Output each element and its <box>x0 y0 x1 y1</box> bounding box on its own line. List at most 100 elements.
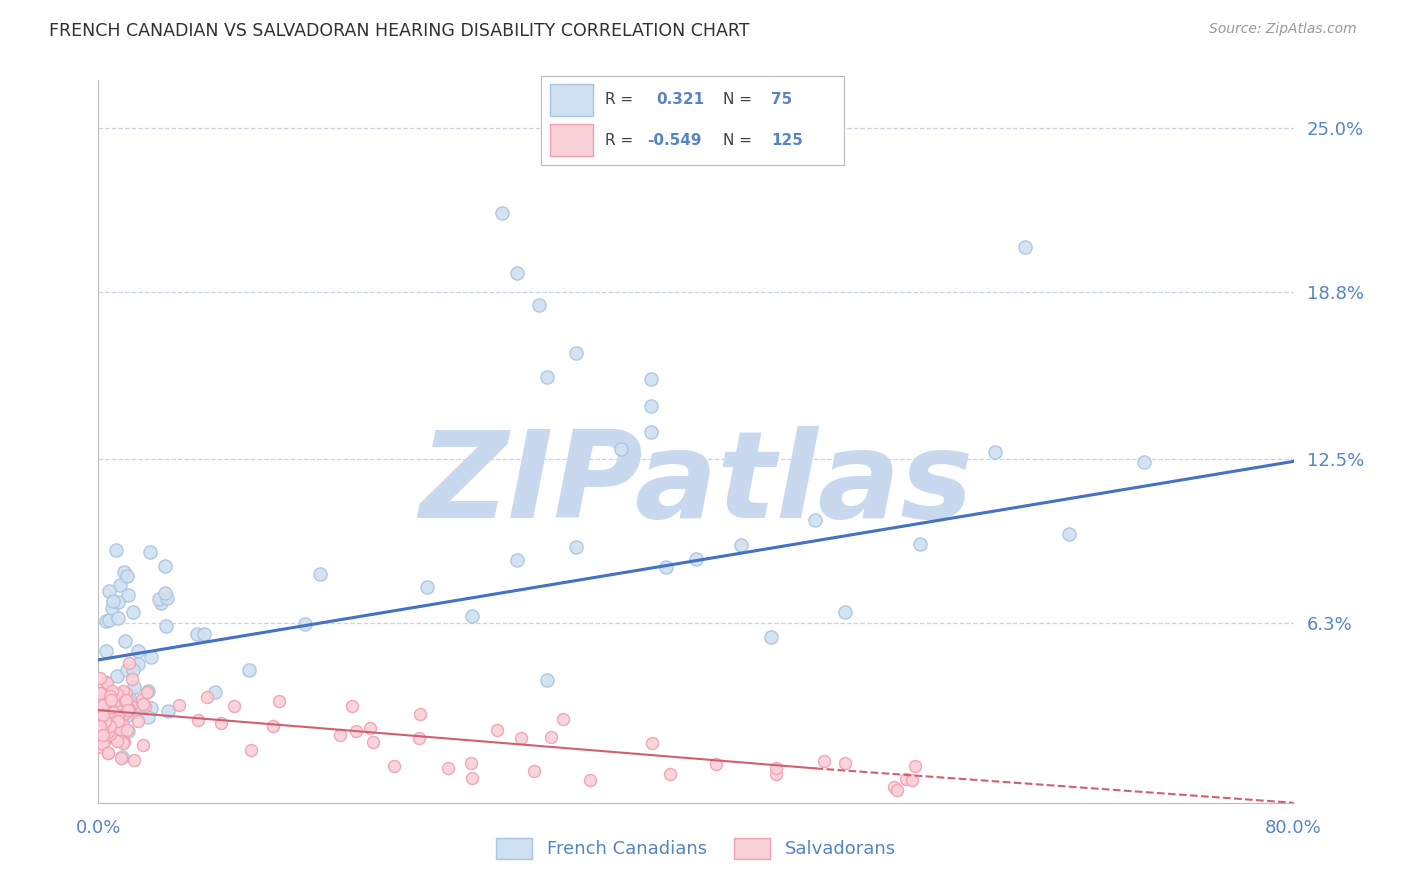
Point <box>103 705 125 719</box>
Point <box>108 722 131 736</box>
Point <box>132 698 155 712</box>
Point <box>89 686 111 700</box>
Point <box>204 685 226 699</box>
Point <box>135 685 157 699</box>
Point <box>309 566 332 581</box>
Text: 0.321: 0.321 <box>657 93 704 107</box>
Point <box>149 596 172 610</box>
Point <box>117 663 139 677</box>
Text: R =: R = <box>605 93 633 107</box>
Point <box>139 701 162 715</box>
Point <box>105 733 128 747</box>
Point <box>222 698 245 713</box>
Point <box>117 684 139 698</box>
Point <box>834 756 856 770</box>
Point <box>98 719 121 733</box>
Text: R =: R = <box>605 133 633 147</box>
Point <box>155 586 177 600</box>
Point <box>89 686 111 700</box>
Point <box>129 695 152 709</box>
Point <box>108 686 131 700</box>
Point <box>195 690 218 705</box>
Point <box>94 644 117 658</box>
Point <box>730 538 752 552</box>
Point <box>103 731 125 746</box>
Point <box>103 714 125 729</box>
Text: 125: 125 <box>770 133 803 147</box>
Point <box>765 761 787 775</box>
Point <box>704 756 727 771</box>
Point <box>90 706 112 721</box>
Point <box>89 689 111 703</box>
Point <box>97 687 120 701</box>
Point <box>97 709 120 723</box>
Point <box>94 695 117 709</box>
Point <box>94 674 117 689</box>
Point <box>111 718 134 732</box>
Point <box>641 736 664 750</box>
Point <box>461 608 484 623</box>
Point <box>804 514 827 528</box>
Point <box>122 680 145 694</box>
Point <box>107 595 129 609</box>
Point <box>90 687 112 701</box>
Point <box>187 713 209 727</box>
Point <box>460 756 482 770</box>
Point <box>117 588 139 602</box>
Point <box>186 627 208 641</box>
Point <box>90 702 112 716</box>
Point <box>97 747 120 761</box>
Point <box>122 663 145 677</box>
Point <box>107 690 129 705</box>
Point <box>124 705 146 719</box>
Point <box>90 705 112 719</box>
Point <box>91 728 114 742</box>
Point <box>169 698 191 712</box>
Point <box>89 710 111 724</box>
Point <box>91 723 114 737</box>
Point <box>382 759 405 773</box>
Point <box>294 617 316 632</box>
Point <box>91 731 114 745</box>
Point <box>90 740 112 755</box>
Point <box>89 719 111 733</box>
Point <box>1133 455 1156 469</box>
FancyBboxPatch shape <box>550 84 593 116</box>
Point <box>127 644 149 658</box>
Point <box>509 731 531 745</box>
Point <box>139 650 162 665</box>
Point <box>117 701 139 715</box>
Point <box>101 716 124 731</box>
Point <box>134 698 156 713</box>
Point <box>90 728 112 742</box>
Point <box>408 731 430 745</box>
Point <box>89 731 111 745</box>
Point <box>883 780 905 794</box>
Point <box>100 693 122 707</box>
Point <box>96 704 118 718</box>
Point <box>155 619 177 633</box>
Point <box>97 725 120 739</box>
FancyBboxPatch shape <box>550 124 593 156</box>
Text: -0.549: -0.549 <box>647 133 702 147</box>
Point <box>89 690 111 704</box>
Point <box>136 684 159 698</box>
Point <box>579 773 602 788</box>
Point <box>103 594 125 608</box>
Point <box>107 686 129 700</box>
Point <box>94 714 117 728</box>
Point <box>118 656 141 670</box>
Point <box>117 700 139 714</box>
Text: ZIPatlas: ZIPatlas <box>419 426 973 543</box>
Point <box>97 746 120 760</box>
Point <box>114 633 136 648</box>
Point <box>105 543 128 558</box>
Point <box>1014 240 1036 254</box>
Point <box>361 734 384 748</box>
Point <box>91 738 114 752</box>
Legend: French Canadians, Salvadorans: French Canadians, Salvadorans <box>489 830 903 866</box>
Point <box>886 782 908 797</box>
Point <box>89 672 111 686</box>
Point <box>658 766 681 780</box>
Point <box>111 687 134 701</box>
